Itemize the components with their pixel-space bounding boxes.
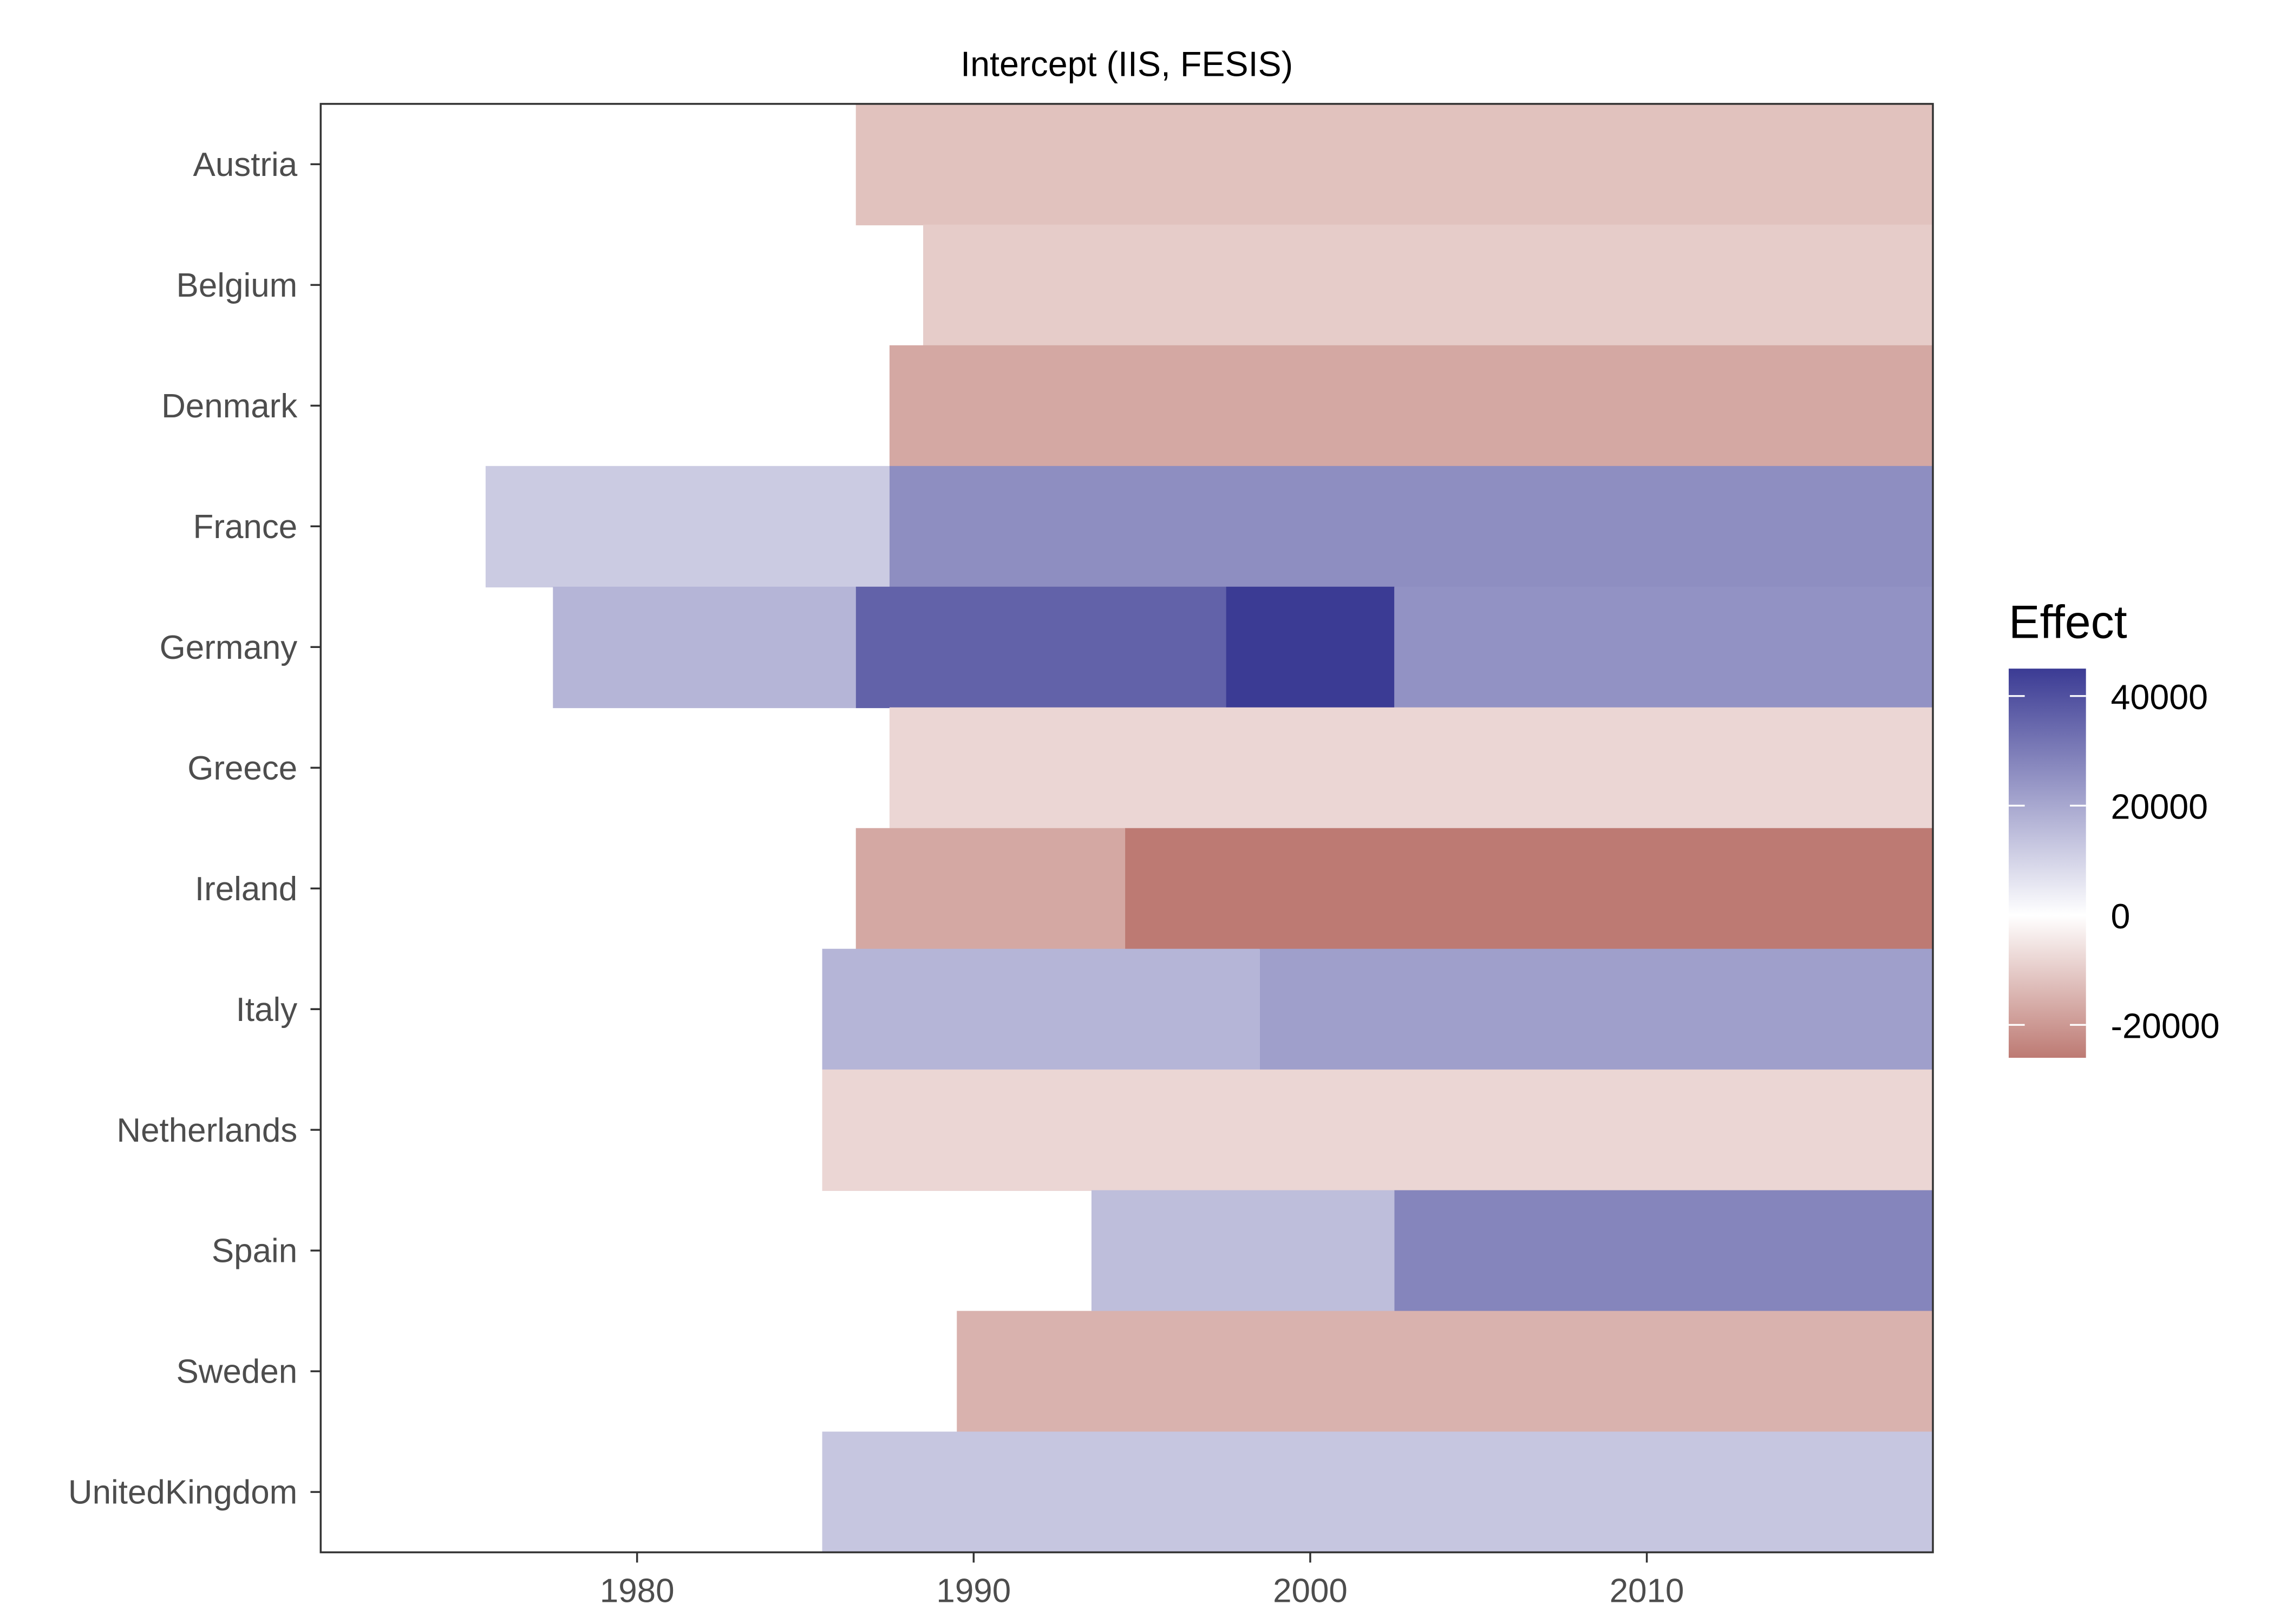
tile-ireland-1987 bbox=[855, 828, 1126, 950]
legend-colorbar bbox=[2009, 669, 2086, 1058]
tile-austria-1987 bbox=[855, 103, 1933, 226]
x-axis: 1980 1990 2000 2010 bbox=[600, 1552, 1684, 1609]
tile-ireland-1995 bbox=[1125, 828, 1933, 950]
y-axis: Austria Belgium Denmark France Germany Greece… bbox=[68, 146, 321, 1511]
tiles-layer bbox=[485, 103, 1933, 1553]
tile-netherlands-1986 bbox=[822, 1069, 1933, 1191]
x-tick-label: 1980 bbox=[600, 1572, 675, 1609]
x-tick-label: 2000 bbox=[1273, 1572, 1348, 1609]
tile-spain-1994 bbox=[1091, 1190, 1395, 1312]
y-tick-label: Sweden bbox=[176, 1353, 297, 1391]
y-tick-label: Austria bbox=[193, 146, 298, 184]
legend: Effect 40000 20000 0 -20000 bbox=[2009, 596, 2220, 1058]
legend-title: Effect bbox=[2009, 596, 2127, 648]
tile-denmark-1988 bbox=[889, 345, 1933, 467]
x-tick-label: 2010 bbox=[1610, 1572, 1684, 1609]
tile-germany-1998 bbox=[1226, 586, 1395, 709]
tile-greece-1988 bbox=[889, 707, 1933, 829]
tile-italy-1986 bbox=[822, 948, 1260, 1071]
y-tick-label: Italy bbox=[236, 991, 298, 1029]
tile-belgium-1989 bbox=[923, 224, 1933, 346]
tile-france-1988 bbox=[889, 466, 1933, 588]
tile-france-1976 bbox=[485, 466, 890, 588]
tile-germany-1987 bbox=[855, 586, 1226, 709]
y-tick-label: France bbox=[193, 508, 298, 546]
y-tick-label: Denmark bbox=[161, 388, 298, 425]
legend-tick-label: -20000 bbox=[2110, 1006, 2219, 1046]
legend-tick-label: 20000 bbox=[2110, 787, 2208, 826]
y-tick-label: Germany bbox=[160, 629, 298, 666]
tile-italy-1999 bbox=[1259, 948, 1933, 1071]
plot-panel-border bbox=[319, 103, 1934, 1554]
chart-title: Intercept (IIS, FESIS) bbox=[960, 44, 1293, 83]
y-tick-label: Belgium bbox=[177, 267, 298, 304]
y-tick-label: UnitedKingdom bbox=[68, 1474, 297, 1511]
x-tick-label: 1990 bbox=[936, 1572, 1011, 1609]
tile-germany-1978 bbox=[553, 586, 856, 709]
tile-germany-2003 bbox=[1394, 586, 1933, 709]
y-tick-label: Netherlands bbox=[116, 1112, 297, 1149]
y-tick-label: Greece bbox=[187, 750, 297, 787]
legend-tick-label: 40000 bbox=[2110, 677, 2208, 717]
y-tick-label: Spain bbox=[212, 1233, 297, 1270]
legend-tick-label: 0 bbox=[2110, 896, 2130, 936]
tile-sweden-1990 bbox=[957, 1311, 1933, 1432]
tile-unitedkingdom-1986 bbox=[822, 1431, 1933, 1553]
y-tick-label: Ireland bbox=[195, 870, 297, 908]
tile-spain-2003 bbox=[1394, 1190, 1933, 1312]
